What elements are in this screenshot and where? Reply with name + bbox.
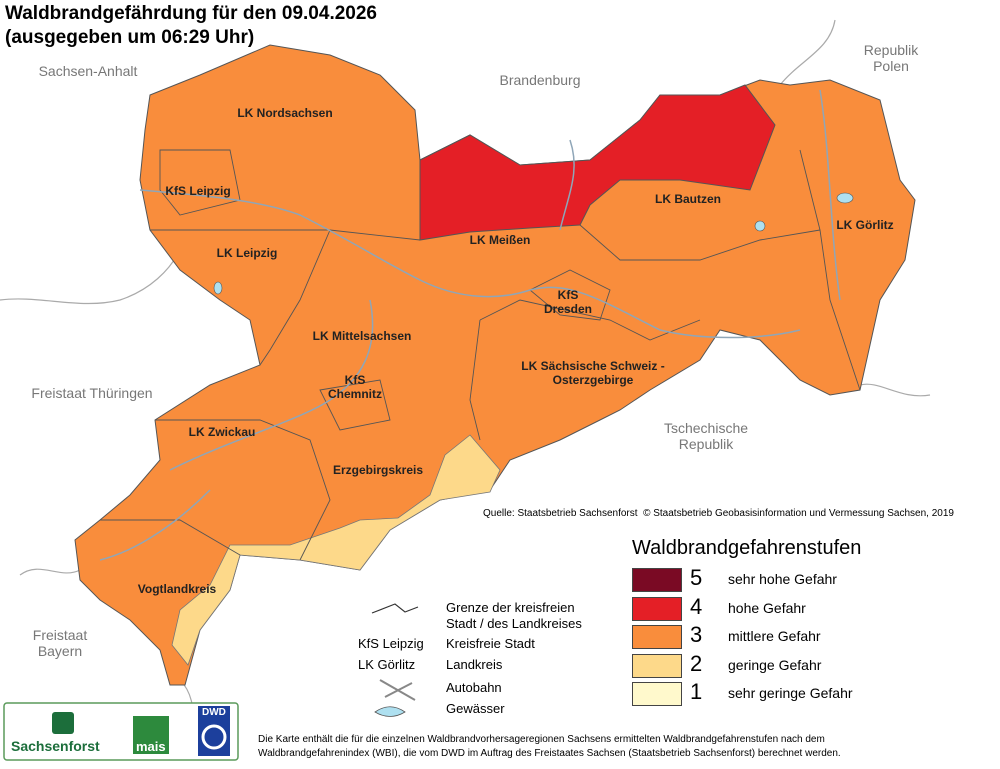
key-label: Grenze der kreisfreien Stadt / des Landk… [446,600,582,631]
region-area [419,84,776,241]
legend-level: 3 [690,622,703,647]
border-line [859,383,931,397]
rivers [99,89,841,561]
region-label: LK Sächsische Schweiz - Osterzgebirge [521,359,665,387]
river [559,139,575,231]
river [819,89,841,301]
legend-label: geringe Gefahr [728,656,822,673]
legend-level: 1 [690,679,703,704]
key-label: Landkreis [446,657,503,672]
key-water-symbol [374,706,406,717]
border-line [779,19,836,86]
logo-text: mais [136,739,166,754]
district-border [155,419,331,561]
district-border [579,224,821,261]
region-label: LK Nordsachsen [237,106,333,120]
legend-swatch [632,682,682,706]
region-label: LK Mittelsachsen [312,329,412,343]
district-border [529,269,611,321]
region-label: Erzgebirgskreis [332,463,424,477]
logo-text: DWD [202,707,226,718]
district-border [479,299,701,341]
key-label: Kreisfreie Stadt [446,636,535,651]
district-border [259,229,331,366]
region-label: LK Görlitz [836,218,894,232]
legend-title: Waldbrandgefahrenstufen [632,537,862,559]
district-border [159,149,241,216]
key-example: KfS Leipzig [358,636,424,651]
key-label: Autobahn [446,680,502,695]
legend-swatch [632,653,682,678]
neighbor-label: Sachsen-Anhalt [38,63,138,79]
district-border [150,229,421,241]
river [169,299,374,471]
region-label: KfS Dresden [543,288,593,316]
border-line [19,568,81,576]
lake [836,192,854,204]
key-label: Gewässer [446,701,505,716]
lake [754,220,766,232]
logo-text: Sachsenforst [11,738,100,754]
region-label: LK Leipzig [216,246,278,260]
legend-level: 2 [690,650,703,676]
logo-icon [52,712,74,734]
key-border-symbol [371,603,419,614]
legend-label: sehr geringe Gefahr [728,685,853,701]
legend-level: 4 [690,593,703,619]
legend-label: sehr hohe Gefahr [728,571,837,587]
source: Quelle: Staatsbetrieb Sachsenforst © Sta… [483,508,954,519]
district-border [100,519,241,556]
neighbor-label: Freistaat Thüringen [31,385,153,401]
legend-label: hohe Gefahr [728,599,806,616]
logo-icon [133,716,169,754]
region-label: LK Meißen [469,233,531,247]
region-label: KfS Chemnitz [328,373,382,401]
river [139,189,801,339]
neighbor-label: Tschechische Republik [663,420,749,452]
region-label: KfS Leipzig [165,184,231,198]
neighbor-label: Brandenburg [499,72,581,88]
legend-swatch [632,625,682,649]
region-label: Vogtlandkreis [137,582,217,596]
neighbor-label: Republik Polen [863,42,919,74]
river [99,489,211,561]
key-example: LK Görlitz [358,657,416,672]
region-area [171,434,501,666]
district-borders [100,149,861,561]
legend-label: mittlere Gefahr [728,628,821,644]
neighbor-label: Freistaat Bayern [32,627,88,659]
key-motorway-symbol [379,679,416,701]
legend-swatch [632,596,682,621]
legend-level: 5 [690,565,703,590]
title: Waldbrandgefährdung für den 09.04.2026 [5,3,377,24]
border-line [0,249,181,305]
subtitle: (ausgegeben um 06:29 Uhr) [5,27,255,48]
district-border [799,149,861,391]
district-border [319,379,391,431]
district-border [469,319,481,441]
region-label: LK Zwickau [188,425,256,439]
legend-swatch [632,568,682,592]
logo-icon [201,724,227,750]
footnote: Die Karte enthält die für die einzelnen … [258,734,841,759]
lake [213,281,223,295]
region-label: LK Bautzen [655,192,721,206]
